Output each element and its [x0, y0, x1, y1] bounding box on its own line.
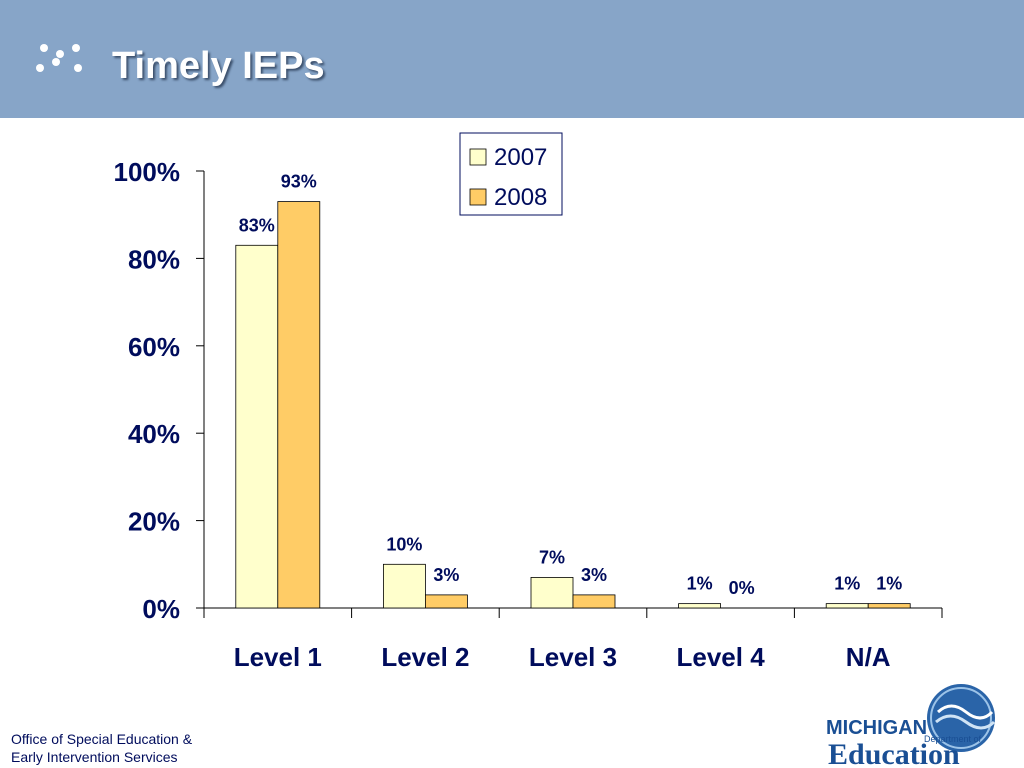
footer-line-2: Early Intervention Services — [11, 749, 178, 765]
legend-swatch — [469, 148, 487, 166]
data-label: 10% — [386, 534, 422, 554]
y-tick-label: 80% — [128, 244, 180, 274]
data-label: 1% — [876, 574, 902, 594]
logo-word: Education — [828, 738, 960, 766]
footer-text: Office of Special Education & Early Inte… — [11, 730, 192, 766]
legend-label: 2007 — [494, 144, 547, 171]
footer-line-1: Office of Special Education & — [11, 731, 193, 747]
michigan-education-logo: MICHIGAN Department of Education — [826, 684, 996, 766]
data-label: 1% — [687, 574, 713, 594]
dots-icon — [34, 44, 86, 78]
x-tick-label: N/A — [846, 642, 891, 672]
bar-2007 — [530, 577, 574, 609]
data-label: 0% — [729, 578, 755, 598]
bar-2007 — [235, 244, 279, 609]
data-label: 3% — [581, 565, 607, 585]
x-tick-label: Level 2 — [381, 642, 469, 672]
data-label: 3% — [433, 565, 459, 585]
bar-2008 — [424, 594, 468, 609]
bar-2007 — [825, 603, 869, 609]
bar-2008 — [277, 201, 321, 609]
y-tick-label: 100% — [114, 157, 181, 187]
logo-dept: Department of — [924, 734, 982, 744]
data-label: 93% — [281, 172, 317, 192]
y-tick-label: 20% — [128, 507, 180, 537]
x-tick-label: Level 1 — [234, 642, 322, 672]
header-band: Timely IEPs — [0, 0, 1024, 118]
bar-2007 — [678, 603, 721, 609]
bar-2007 — [382, 563, 426, 609]
bar-chart: 0% 20% 40% 60% 80% 100% Level 1 83% 93% Level 2 10… — [114, 132, 943, 672]
y-tick-label: 60% — [128, 332, 180, 362]
page-title: Timely IEPs — [112, 45, 325, 87]
bar-2008 — [572, 594, 616, 609]
data-label: 83% — [239, 215, 275, 235]
legend-swatch — [469, 188, 487, 206]
x-tick-label: Level 4 — [677, 642, 766, 672]
data-label: 1% — [834, 574, 860, 594]
bar-2008 — [867, 603, 911, 609]
logo-state: MICHIGAN — [826, 717, 927, 739]
x-tick-label: Level 3 — [529, 642, 617, 672]
data-label: 7% — [539, 547, 565, 567]
y-tick-label: 0% — [142, 594, 180, 624]
y-tick-label: 40% — [128, 419, 180, 449]
legend-label: 2008 — [494, 184, 547, 211]
